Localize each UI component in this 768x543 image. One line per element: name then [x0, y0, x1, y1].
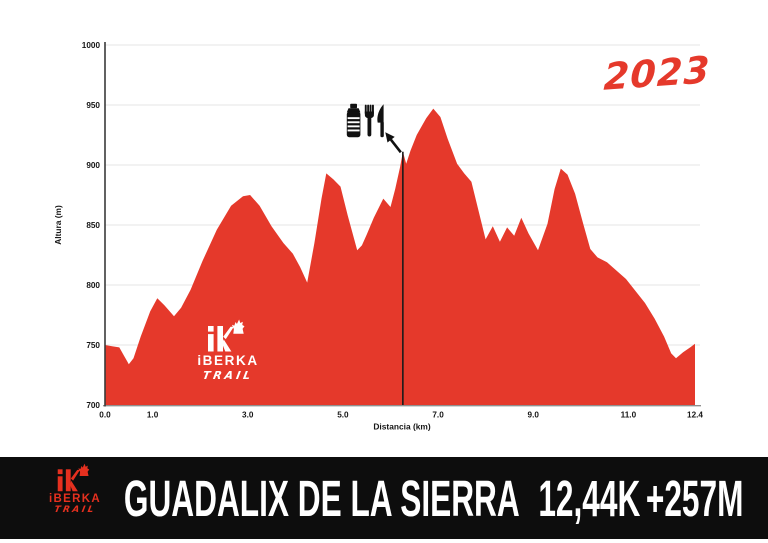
x-tick-label: 12.4: [687, 411, 703, 420]
x-tick-label: 1.0: [147, 411, 159, 420]
race-title: GUADALIX DE LA SIERRA 12,44K +257M: [108, 457, 760, 539]
iberka-logo: iBERKA TRAIL: [38, 463, 112, 515]
y-tick-label: 750: [86, 341, 100, 350]
x-tick-label: 3.0: [242, 411, 254, 420]
iberka-trail-watermark: iBERKA TRAIL: [189, 319, 267, 382]
banner-trail-text: TRAIL: [53, 505, 97, 515]
race-elevation-gain: +257M: [646, 469, 744, 527]
watermark-trail-text: TRAIL: [201, 369, 255, 382]
race-title-row: GUADALIX DE LA SIERRA 12,44K +257M: [124, 469, 744, 528]
race-banner: iBERKA TRAIL GUADALIX DE LA SIERRA 12,44…: [0, 457, 768, 539]
x-axis-title: Distancia (km): [373, 422, 430, 432]
aid-station-icons: [346, 103, 384, 138]
fork-icon: [364, 104, 374, 137]
year-label: 2023: [602, 48, 712, 99]
water-bottle-icon: [346, 103, 361, 138]
x-tick-label: 7.0: [432, 411, 444, 420]
race-name: GUADALIX DE LA SIERRA: [124, 469, 521, 527]
x-tick-label: 9.0: [528, 411, 540, 420]
race-distance: 12,44K: [538, 469, 641, 527]
iberka-monogram-icon: [56, 463, 94, 492]
iberka-monogram-icon: [206, 319, 250, 352]
elevation-chart: 700 750 800 850 900 950 1000 0.0 1.0 3.0 5.0 7.0 9.0…: [53, 41, 703, 432]
y-tick-label: 1000: [82, 41, 101, 50]
x-tick-label: 0.0: [99, 411, 111, 420]
knife-icon: [377, 104, 384, 138]
arrow-icon: [385, 132, 402, 154]
elevation-profile-area: [105, 108, 695, 405]
x-tick-label: 5.0: [337, 411, 349, 420]
watermark-brand-text: iBERKA: [197, 353, 259, 368]
y-axis-title: Altura (m): [53, 205, 63, 245]
y-tick-label: 700: [86, 401, 100, 410]
x-tick-label: 11.0: [621, 411, 637, 420]
y-tick-label: 850: [86, 221, 100, 230]
y-tick-label: 950: [86, 101, 100, 110]
banner-brand-text: iBERKA: [49, 493, 101, 505]
y-tick-label: 800: [86, 281, 100, 290]
y-tick-label: 900: [86, 161, 100, 170]
